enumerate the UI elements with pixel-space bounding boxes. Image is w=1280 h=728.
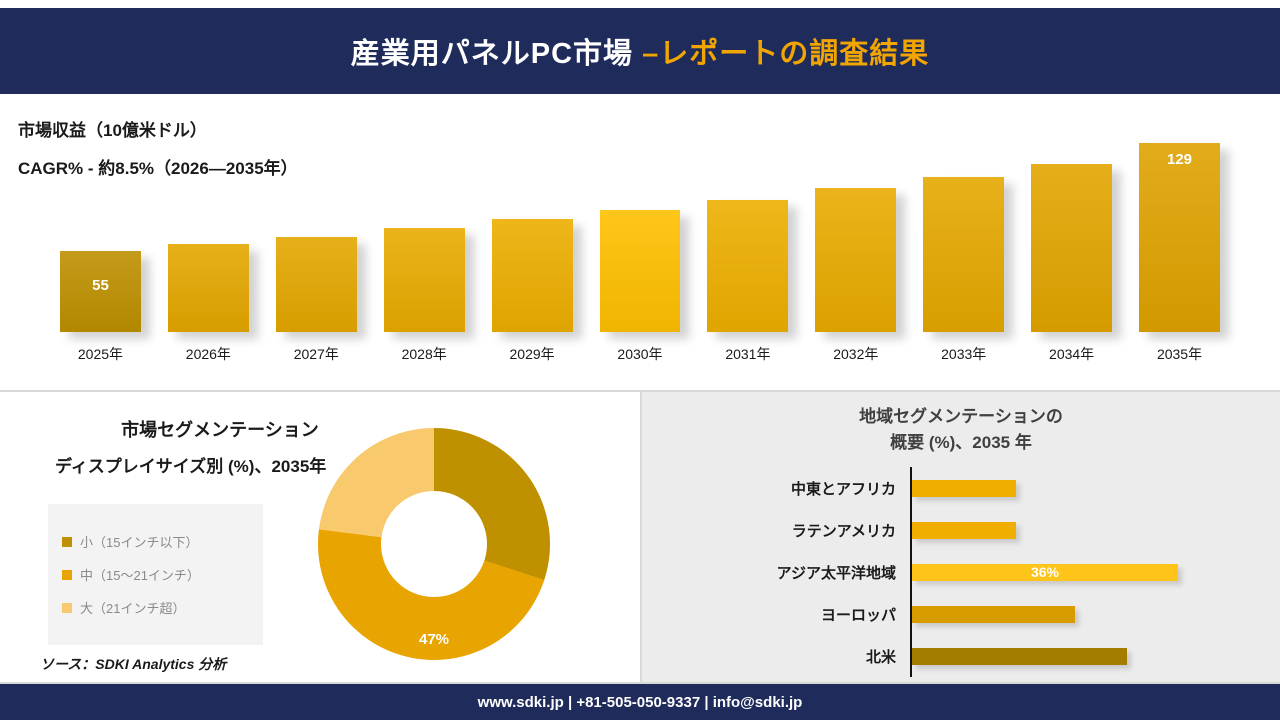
- legend-swatch: [62, 536, 72, 547]
- revenue-bar: [275, 237, 357, 332]
- revenue-bar-column: 129 2035年: [1139, 143, 1220, 364]
- regional-title: 地域セグメンテーションの 概要 (%)、2035 年: [642, 404, 1280, 455]
- revenue-bar: 55: [60, 251, 141, 332]
- footer: www.sdki.jp | +81-505-050-9337 | info@sd…: [0, 682, 1280, 720]
- regional-bars: 中東とアフリカ ラテンアメリカアジア太平洋地域 36% ヨーロッパ北米: [642, 467, 1280, 677]
- x-axis-label: 2030年: [617, 346, 663, 362]
- legend-label: 小（15インチ以下）: [80, 535, 199, 550]
- x-axis-label: 2029年: [509, 346, 555, 362]
- region-bar: [912, 605, 1075, 623]
- revenue-bar-column: 2026年: [167, 244, 249, 364]
- region-bar: [912, 479, 1016, 497]
- revenue-bar-column: 2030年: [599, 210, 681, 364]
- donut-value-label: 47%: [418, 631, 450, 648]
- legend-label: 大（21インチ超）: [80, 601, 186, 616]
- revenue-chart-section: 市場収益（10億米ドル） CAGR% - 約8.5%（2026―2035年） 5…: [0, 94, 1280, 392]
- footer-contact: www.sdki.jp | +81-505-050-9337 | info@sd…: [477, 693, 803, 711]
- bar-value-label: 36%: [1030, 564, 1060, 580]
- x-axis-label: 2033年: [941, 346, 987, 362]
- legend-swatch: [62, 569, 72, 580]
- regional-panel: 地域セグメンテーションの 概要 (%)、2035 年 中東とアフリカ ラテンアメリ…: [640, 392, 1280, 682]
- region-row: 北米: [642, 635, 1280, 677]
- donut-hole: [381, 491, 487, 597]
- x-axis-label: 2027年: [293, 346, 339, 362]
- revenue-bar: [491, 219, 573, 332]
- revenue-bar: [599, 210, 681, 332]
- legend-item: 中（15～21インチ）: [62, 565, 249, 584]
- region-label: 中東とアフリカ: [790, 480, 896, 498]
- revenue-bar: [815, 188, 897, 332]
- region-row: ラテンアメリカ: [642, 509, 1280, 551]
- region-bar-cell: [910, 635, 1280, 677]
- segmentation-title: 市場セグメンテーション: [121, 420, 319, 440]
- revenue-chart-subtitle: CAGR% - 約8.5%（2026―2035年）: [18, 159, 298, 178]
- source-note: ソース：SDKI Analytics 分析: [40, 656, 227, 672]
- region-row: 中東とアフリカ: [642, 467, 1280, 509]
- region-bar-cell: [910, 593, 1280, 635]
- region-bar: [912, 521, 1016, 539]
- report-page: 産業用パネルPC市場 –レポートの調査結果 市場収益（10億米ドル） CAGR%…: [0, 8, 1280, 728]
- revenue-bar-column: 55 2025年: [60, 251, 141, 364]
- x-axis-label: 2031年: [725, 346, 771, 362]
- region-bar-cell: [910, 467, 1280, 509]
- revenue-bar-column: 2032年: [815, 188, 897, 364]
- revenue-bar: 129: [1139, 143, 1220, 332]
- region-row: ヨーロッパ: [642, 593, 1280, 635]
- legend-label: 中（15～21インチ）: [80, 568, 200, 583]
- region-label: 北米: [865, 648, 896, 666]
- revenue-bar: [383, 228, 465, 332]
- x-axis-label: 2034年: [1049, 346, 1095, 362]
- revenue-bar-column: 2031年: [707, 200, 789, 364]
- regional-title-line2: 概要 (%)、2035 年: [890, 432, 1032, 452]
- x-axis-label: 2032年: [833, 346, 879, 362]
- bottom-section: 市場セグメンテーション ディスプレイサイズ別 (%)、2035年 小（15インチ…: [0, 392, 1280, 682]
- revenue-bar: [707, 200, 789, 332]
- donut-chart: 47%: [318, 428, 550, 660]
- region-bar-cell: 36%: [910, 551, 1280, 593]
- region-label: ヨーロッパ: [820, 606, 896, 624]
- region-row: アジア太平洋地域 36%: [642, 551, 1280, 593]
- revenue-bar-column: 2034年: [1031, 164, 1113, 364]
- segmentation-panel: 市場セグメンテーション ディスプレイサイズ別 (%)、2035年 小（15インチ…: [0, 392, 640, 682]
- legend-item: 小（15インチ以下）: [62, 532, 249, 551]
- page-title-main: 産業用パネルPC市場: [350, 38, 643, 70]
- revenue-bar-column: 2029年: [491, 219, 573, 364]
- region-label: ラテンアメリカ: [791, 522, 896, 540]
- report-header: 産業用パネルPC市場 –レポートの調査結果: [0, 8, 1280, 94]
- page-title-accent: –レポートの調査結果: [642, 38, 930, 70]
- bar-value-label: 55: [92, 276, 109, 294]
- x-axis-label: 2025年: [77, 346, 124, 362]
- revenue-bar-column: 2033年: [923, 177, 1005, 364]
- donut-legend: 小（15インチ以下） 中（15～21インチ） 大（21インチ超）: [48, 504, 263, 645]
- revenue-bar-column: 2027年: [275, 237, 357, 364]
- page-title: 産業用パネルPC市場 –レポートの調査結果: [351, 30, 929, 72]
- revenue-chart-title: 市場収益（10億米ドル）: [18, 121, 207, 140]
- region-bar: [912, 647, 1127, 665]
- legend-swatch: [62, 602, 72, 613]
- legend-item: 大（21インチ超）: [62, 598, 249, 617]
- x-axis-label: 2028年: [401, 346, 447, 362]
- region-bar-cell: [910, 509, 1280, 551]
- revenue-bar: [167, 244, 249, 332]
- region-label: アジア太平洋地域: [776, 564, 896, 582]
- x-axis-label: 2035年: [1156, 346, 1203, 362]
- revenue-bar-column: 2028年: [383, 228, 465, 364]
- regional-title-line1: 地域セグメンテーションの: [859, 407, 1063, 426]
- x-axis-label: 2026年: [185, 346, 231, 362]
- bar-value-label: 129: [1167, 151, 1193, 168]
- revenue-bar: [1031, 164, 1113, 332]
- region-bar: 36%: [912, 563, 1178, 581]
- revenue-bars: 55 2025年 2026年 2027年 2028年 2029年 2030年 2031年 203…: [60, 143, 1220, 364]
- revenue-bar: [923, 177, 1005, 332]
- segmentation-subtitle: ディスプレイサイズ別 (%)、2035年: [55, 457, 327, 476]
